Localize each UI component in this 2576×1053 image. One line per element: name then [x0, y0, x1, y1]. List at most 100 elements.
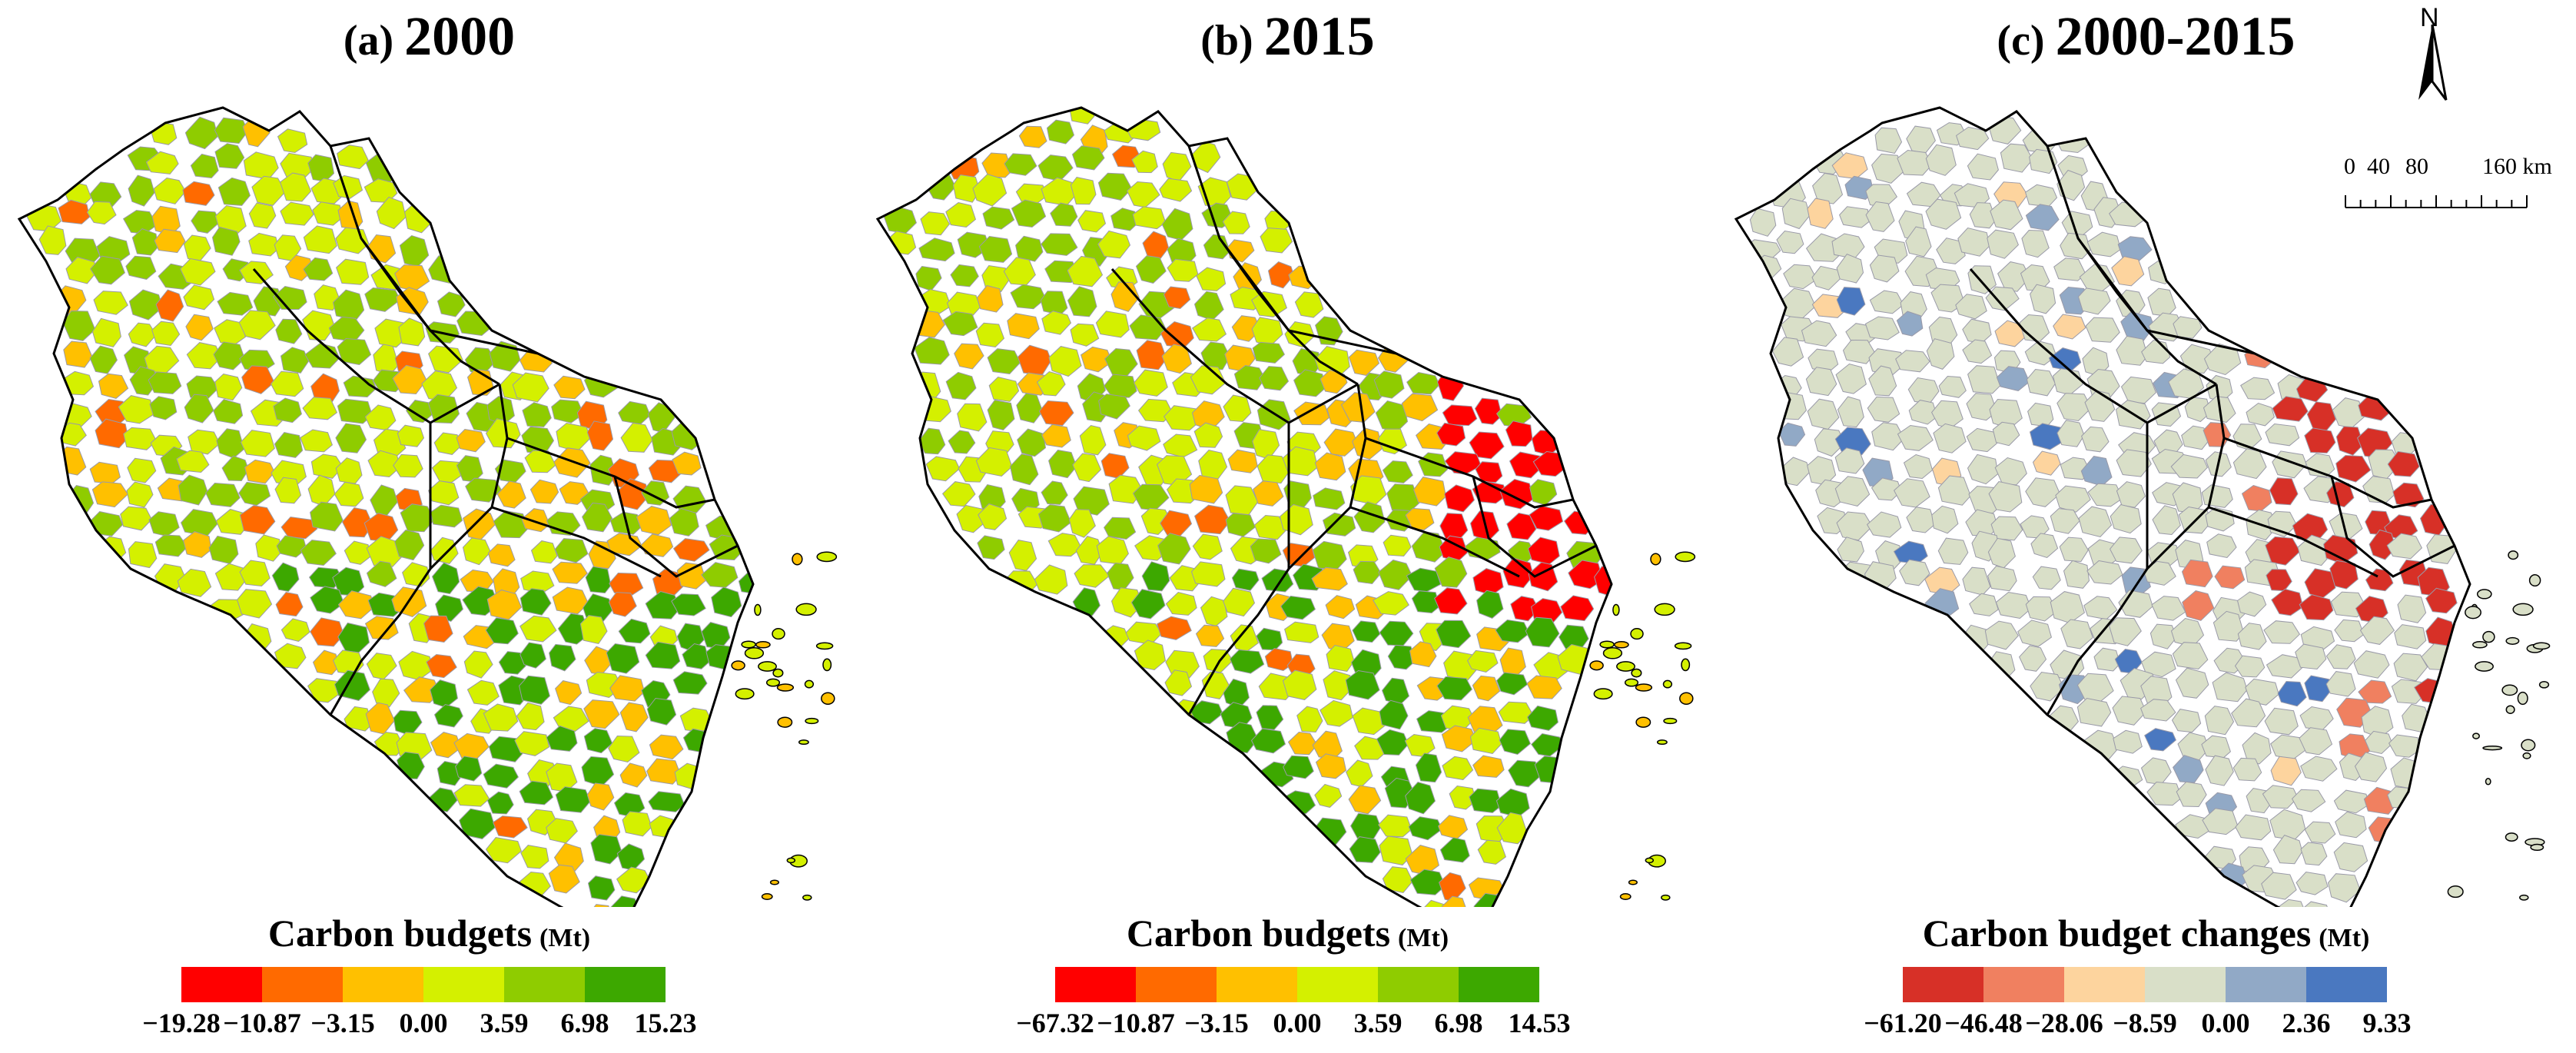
county-polygon [2270, 756, 2302, 786]
county-polygon [2032, 450, 2061, 476]
county-polygon [2335, 426, 2365, 456]
county-polygon [1373, 370, 1405, 399]
county-polygon [302, 397, 338, 420]
county-polygon [1312, 540, 1347, 570]
county-polygon [1017, 428, 1047, 457]
county-polygon [1098, 394, 1130, 420]
county-polygon [2083, 596, 2118, 620]
county-polygon [608, 592, 637, 617]
county-polygon [89, 511, 124, 536]
county-polygon [2116, 449, 2152, 477]
county-polygon [1050, 202, 1078, 227]
county-polygon [1103, 374, 1137, 398]
county-polygon [493, 510, 529, 539]
county-polygon [1805, 367, 1837, 397]
county-polygon [93, 291, 128, 315]
county-polygon [1315, 753, 1347, 779]
legend-swatch [1217, 967, 1297, 1002]
county-polygon [1962, 566, 1991, 596]
island [1650, 553, 1661, 566]
county-polygon [1995, 591, 2032, 620]
island [1681, 658, 1691, 672]
county-polygon [399, 234, 430, 267]
county-polygon [2245, 678, 2279, 706]
county-polygon [2305, 453, 2335, 478]
county-polygon [2269, 477, 2299, 506]
county-polygon [948, 430, 976, 454]
county-polygon [221, 455, 250, 482]
county-polygon [1070, 177, 1097, 205]
county-polygon [645, 590, 681, 620]
county-polygon [945, 371, 977, 400]
county-polygon [431, 562, 460, 595]
county-polygon [1017, 344, 1052, 375]
province-boundary [1110, 268, 1359, 424]
county-polygon [2306, 401, 2336, 432]
county-polygon [2394, 624, 2427, 649]
island [1599, 640, 1615, 649]
county-polygon [590, 834, 622, 865]
county-polygon [519, 780, 554, 806]
county-polygon [337, 590, 375, 620]
county-polygon [403, 676, 441, 703]
county-polygon [485, 836, 522, 864]
county-polygon [184, 394, 214, 424]
county-polygon [423, 615, 453, 643]
island [2501, 684, 2518, 696]
county-polygon [1836, 253, 1864, 284]
county-polygon [180, 257, 216, 286]
county-polygon [1897, 149, 1933, 176]
county-polygon [2295, 871, 2329, 895]
county-polygon [2236, 591, 2267, 617]
county-polygon [2181, 425, 2211, 450]
county-polygon [519, 675, 550, 705]
legend-tick-label: −10.87 [223, 1008, 301, 1038]
county-polygon [1261, 568, 1294, 593]
county-polygon [1377, 344, 1409, 373]
county-polygon [1046, 119, 1075, 144]
island [2472, 641, 2488, 649]
county-polygon [370, 484, 398, 517]
county-polygon [1498, 701, 1535, 724]
county-polygon [89, 345, 118, 374]
county-polygon [1967, 153, 1999, 181]
county-polygon [337, 337, 372, 366]
county-polygon [1412, 477, 1447, 507]
island [776, 683, 795, 692]
province-boundary [2223, 437, 2432, 509]
county-polygon [2027, 402, 2054, 427]
island [2521, 739, 2536, 752]
county-polygon [546, 725, 578, 752]
legend-color-bar [181, 967, 666, 1002]
county-polygon [2000, 143, 2033, 173]
county-polygon [1346, 759, 1373, 788]
legend-swatch [504, 967, 585, 1002]
county-polygon [2143, 560, 2176, 586]
county-polygon [53, 285, 87, 315]
legend-title: Carbon budgets (Mt) [858, 911, 1717, 955]
county-polygon [1016, 393, 1044, 424]
county-polygon [1008, 540, 1037, 571]
county-polygon [512, 372, 549, 403]
county-polygon [63, 340, 93, 368]
county-polygon [1869, 254, 1900, 283]
county-polygon [982, 206, 1015, 230]
county-polygon [682, 643, 710, 669]
county-polygon [1225, 513, 1256, 537]
county-polygon [1477, 839, 1506, 865]
county-polygon [618, 400, 651, 425]
county-polygon [1502, 557, 1534, 589]
county-polygon [1018, 125, 1047, 148]
county-polygon [2329, 560, 2359, 590]
county-polygon [1256, 454, 1290, 484]
island [1589, 660, 1604, 671]
county-polygon [1189, 700, 1223, 725]
county-polygon [2201, 484, 2233, 508]
island [1635, 716, 1651, 728]
county-polygon [2152, 505, 2181, 536]
county-polygon [366, 653, 397, 680]
county-polygon [1835, 363, 1867, 394]
county-polygon [280, 172, 312, 202]
county-polygon [616, 843, 646, 871]
county-polygon [307, 678, 341, 703]
